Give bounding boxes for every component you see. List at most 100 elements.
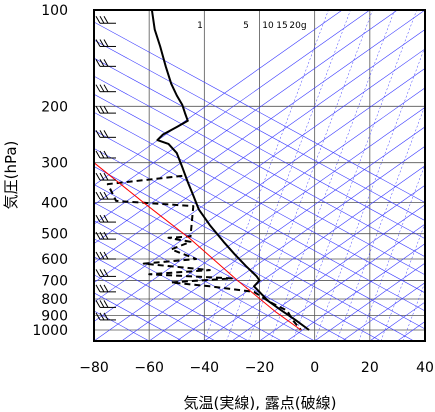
- mixing-ratio-label: 5: [243, 21, 249, 31]
- isotherm-line: [94, 87, 425, 322]
- isotherm-line: [342, 282, 425, 341]
- wind-barb: [95, 231, 116, 240]
- isotherm-line: [231, 204, 425, 341]
- mixing-ratio-line: [402, 281, 425, 341]
- wind-barb: [95, 251, 116, 260]
- wind-barb-flag: [99, 39, 105, 47]
- adiabat-line: [94, 57, 425, 240]
- wind-barb-flag: [95, 130, 101, 138]
- wind-barb-flag: [95, 231, 101, 240]
- adiabat-line: [94, 148, 425, 330]
- y-tick-label: 800: [41, 292, 68, 308]
- wind-barb-flag: [95, 39, 101, 47]
- isotherm-line: [94, 68, 425, 303]
- wind-barb-flag: [95, 214, 101, 223]
- wind-barb: [95, 15, 116, 24]
- wind-barb-flag: [103, 172, 109, 181]
- y-tick-label: 700: [41, 273, 68, 289]
- wind-barb-flag: [95, 84, 101, 92]
- isotherm-line: [121, 126, 425, 341]
- isotherm-line: [94, 10, 425, 245]
- wind-barb-flag: [99, 84, 105, 92]
- wind-barb-flag: [99, 15, 105, 24]
- wind-barb-flag: [99, 150, 105, 159]
- wind-barb-flag: [103, 312, 109, 321]
- y-tick-label: 300: [41, 156, 68, 172]
- isotherm-line: [176, 165, 425, 341]
- isotherm-line: [148, 145, 425, 341]
- wind-barb-flag: [95, 105, 101, 114]
- wind-barb: [95, 269, 116, 277]
- wind-barb: [95, 84, 116, 93]
- wind-barb-flag: [95, 191, 101, 200]
- adiabat-line: [94, 75, 425, 258]
- isotherm-line: [397, 321, 425, 341]
- wind-barb: [95, 39, 116, 47]
- wind-barb: [95, 150, 116, 159]
- adiabat-line: [94, 93, 425, 276]
- wind-barb-flag: [103, 84, 109, 92]
- adiabat-line: [94, 220, 315, 341]
- wind-barb-flag: [103, 300, 109, 308]
- adiabat-line: [94, 274, 216, 341]
- x-tick-label: −80: [79, 360, 109, 376]
- y-tick-label: 200: [41, 99, 68, 115]
- wind-barb: [95, 312, 116, 321]
- wind-barb-flag: [99, 284, 105, 293]
- mixing-ratio-line: [358, 163, 425, 341]
- isotherm-line: [94, 10, 398, 225]
- wind-barb: [95, 191, 116, 200]
- wind-barb-flag: [103, 39, 109, 47]
- x-tick-label: 40: [416, 360, 434, 376]
- wind-barb: [95, 284, 116, 293]
- wind-barb-flag: [99, 130, 105, 138]
- wind-barb: [95, 130, 116, 138]
- wind-barb-flag: [95, 300, 101, 308]
- mixing-ratio-line: [292, 10, 417, 341]
- mixing-ratio-label: 10: [262, 21, 274, 31]
- isotherm-line: [259, 223, 425, 341]
- adiabat-line: [94, 130, 425, 312]
- mixing-ratio-label: 20g: [289, 21, 306, 31]
- y-tick-label: 400: [41, 196, 68, 212]
- wind-barb-flag: [103, 251, 109, 260]
- x-tick-label: −40: [190, 360, 220, 376]
- wind-barb-flag: [99, 214, 105, 223]
- adiabat-line: [94, 21, 425, 203]
- wind-barb-flag: [103, 214, 109, 223]
- wind-barb-flag: [103, 59, 109, 67]
- wind-barb-flag: [103, 15, 109, 24]
- isotherm-line: [424, 340, 425, 341]
- mixing-ratio-label: 1: [197, 21, 203, 31]
- isotherm-line: [94, 10, 371, 206]
- isotherm-lines: [94, 10, 425, 341]
- mixing-ratio-line: [336, 104, 425, 341]
- x-tick-labels: −80 −60 −40 −20 0 20 40: [79, 360, 434, 376]
- wind-barb-flag: [103, 231, 109, 240]
- wind-barb-flag: [99, 269, 105, 277]
- profile-lines: [94, 10, 310, 331]
- wind-barb-flag: [95, 284, 101, 293]
- x-tick-label: −20: [245, 360, 275, 376]
- wind-barb-flag: [95, 251, 101, 260]
- wind-barb: [95, 172, 116, 181]
- mixing-ratio-line: [226, 10, 351, 341]
- wind-barb-flag: [103, 130, 109, 138]
- mixing-ratio-line: [204, 10, 329, 341]
- wind-barb-flag: [95, 15, 101, 24]
- wind-barb-flag: [103, 269, 109, 277]
- wind-barb-flag: [99, 105, 105, 114]
- mixing-ratio-line: [248, 10, 373, 341]
- wind-barb-flag: [95, 269, 101, 277]
- y-tick-label: 500: [41, 227, 68, 243]
- mixing-ratio-line: [270, 10, 395, 341]
- wind-barb: [95, 59, 116, 67]
- isotherm-line: [204, 184, 425, 341]
- wind-barb-flag: [99, 172, 105, 181]
- isotherm-line: [94, 106, 425, 341]
- x-tick-label: 0: [310, 360, 319, 376]
- wind-barb-flag: [99, 231, 105, 240]
- adiabat-line: [94, 111, 425, 294]
- wind-barb-flag: [99, 300, 105, 308]
